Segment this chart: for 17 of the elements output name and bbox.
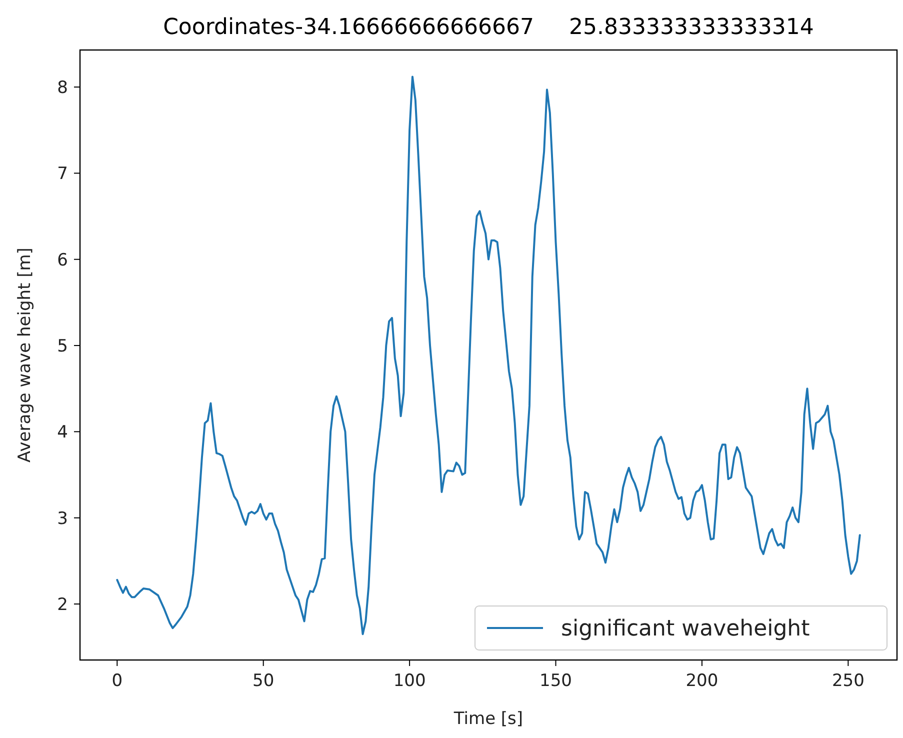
y-tick-label: 5 [57, 336, 68, 356]
x-tick-label: 100 [393, 671, 426, 691]
y-tick-label: 2 [57, 594, 68, 615]
x-tick-label: 250 [832, 671, 864, 691]
y-tick-label: 8 [57, 78, 68, 98]
legend-label: significant waveheight [561, 616, 810, 642]
y-tick-label: 3 [57, 508, 68, 529]
x-tick-label: 0 [112, 671, 123, 691]
x-tick-label: 50 [252, 671, 274, 691]
x-tick-label: 200 [686, 671, 718, 691]
y-tick-label: 6 [57, 250, 68, 270]
y-tick-label: 7 [57, 164, 68, 184]
x-axis-title: Time [s] [452, 709, 524, 729]
y-axis-title: Average wave height [m] [15, 248, 35, 462]
x-tick-label: 150 [540, 671, 572, 691]
chart-title: Coordinates-34.16666666666667 25.833333333333314 [163, 15, 814, 40]
y-tick-label: 4 [57, 422, 68, 443]
